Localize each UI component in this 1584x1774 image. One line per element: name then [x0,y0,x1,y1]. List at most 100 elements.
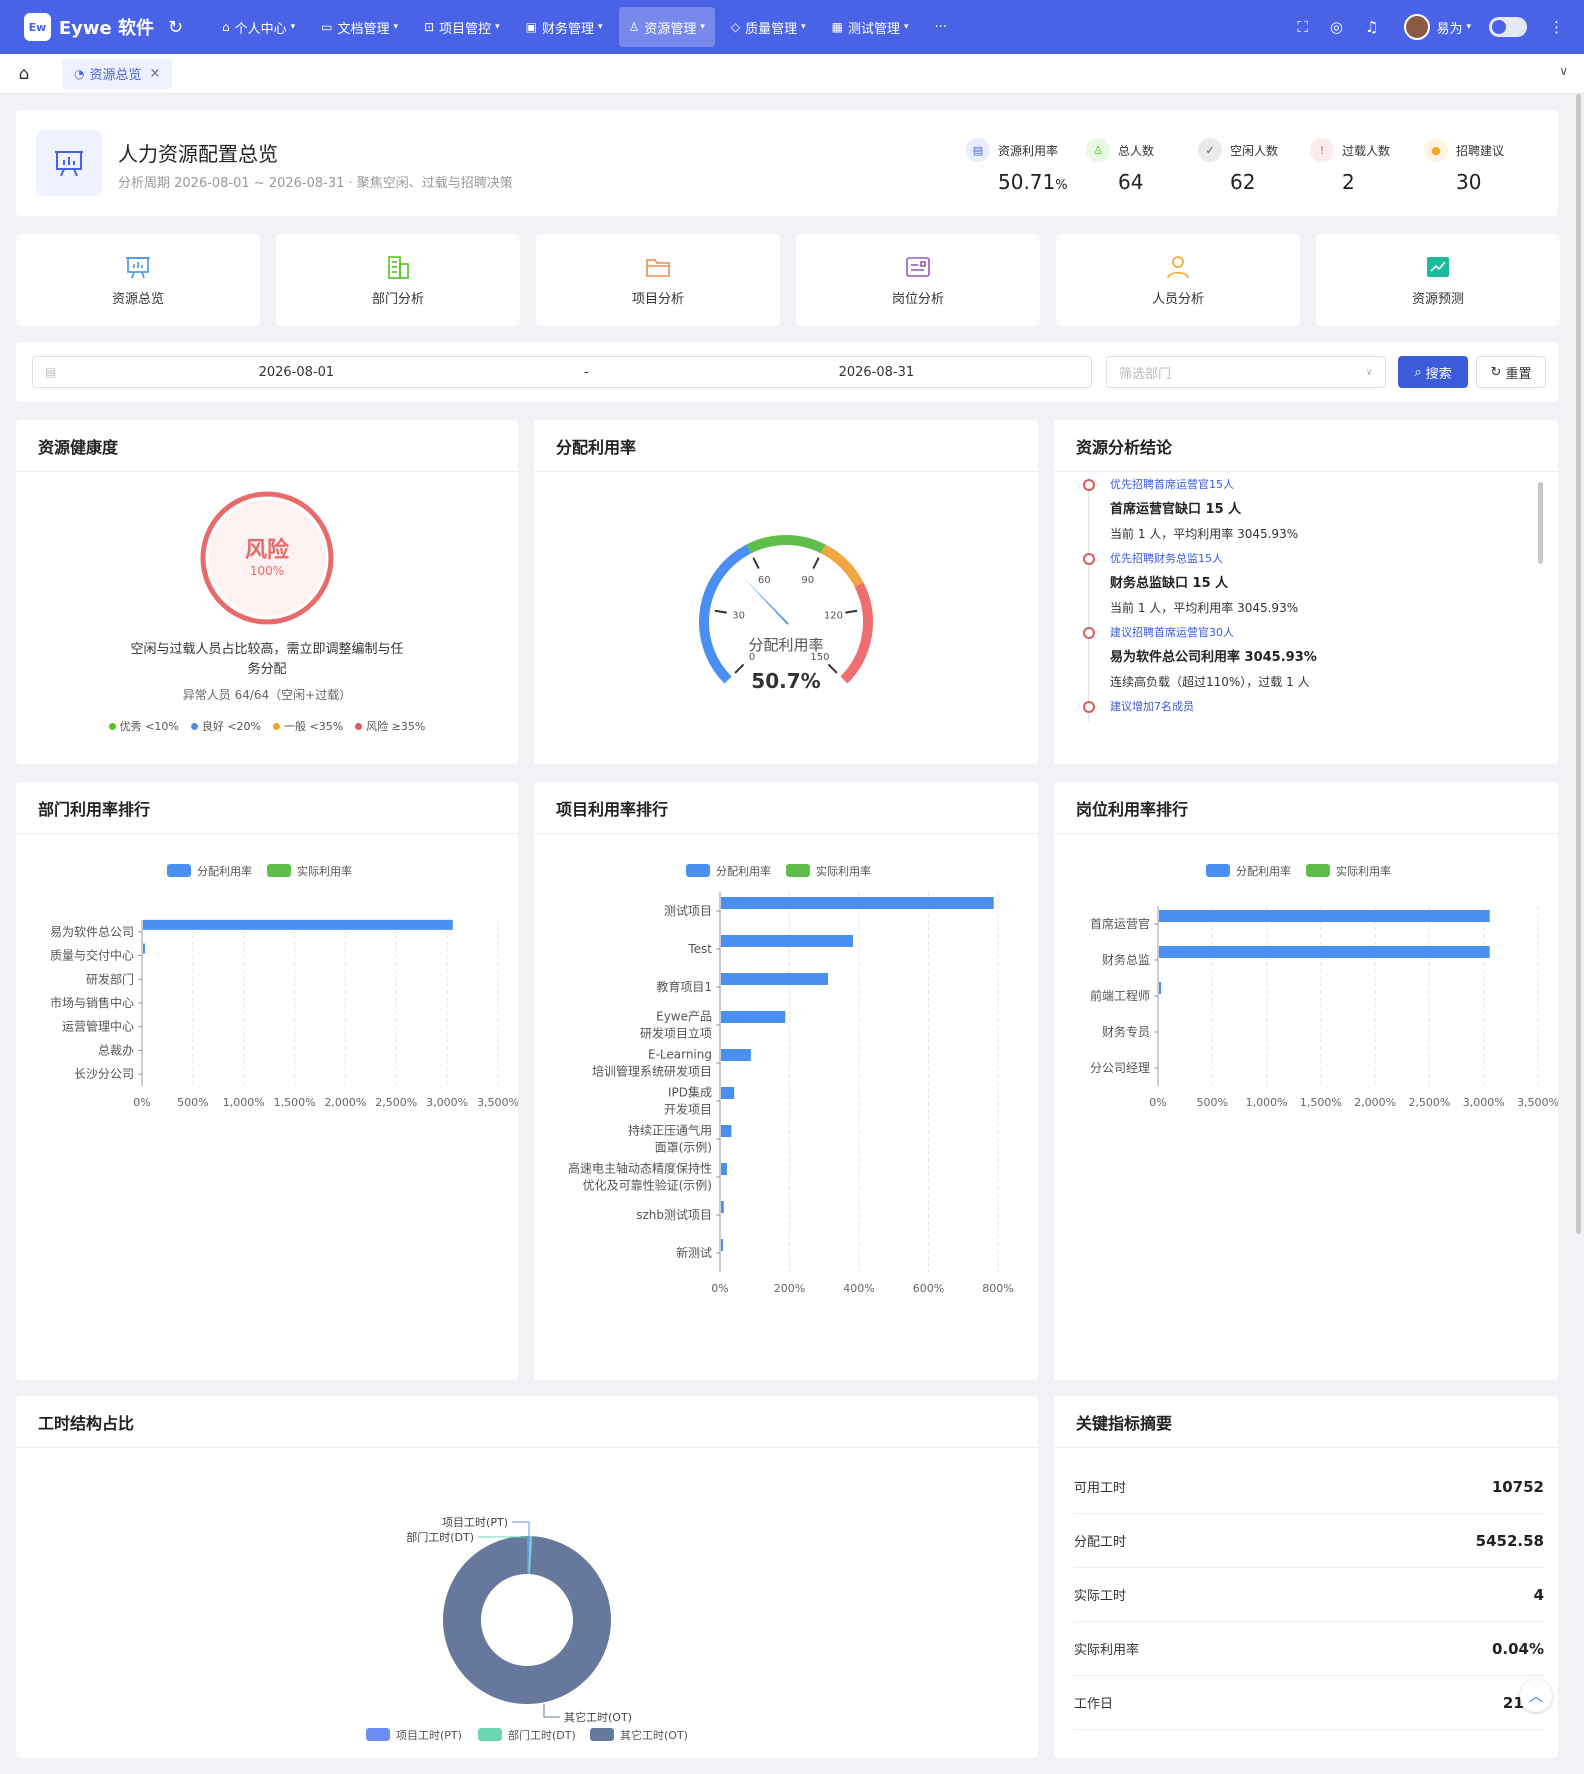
legend-label[interactable]: 其它工时(OT) [620,1728,688,1742]
legend-swatch[interactable] [1306,864,1330,877]
nav-more[interactable]: ··· [934,19,947,35]
legend-label[interactable]: 项目工时(PT) [396,1729,462,1742]
tab-resource-overview[interactable]: ◔ 资源总览 × [62,58,173,89]
conclusion-tag[interactable]: 建议增加7名成员 [1110,700,1194,713]
donut-slice[interactable] [527,1536,530,1575]
conclusion-list[interactable]: 优先招聘首席运营官15人 首席运营官缺口 15 人当前 1 人，平均利用率 304… [1070,476,1530,722]
legend-swatch[interactable] [267,864,291,877]
kpi-row: 实际利用率 0.04% [1074,1622,1544,1676]
bell-icon[interactable]: ♫ [1365,18,1379,36]
nav-item-resources[interactable]: ♙ 资源管理 ▾ [618,7,715,47]
health-ring [200,491,334,625]
quick-card-project[interactable]: 项目分析 [536,234,780,326]
gauge-tick-label: 0 [749,652,755,663]
bar-allocated[interactable] [721,935,854,947]
bar-allocated[interactable] [1159,946,1490,958]
bar-allocated[interactable] [721,1201,724,1213]
nav-item-testing[interactable]: ▦ 测试管理 ▾ [822,7,919,47]
stat-item: ▤ 资源利用率 50.71% [966,138,1068,194]
fullscreen-icon[interactable]: ⛶ [1297,18,1308,36]
nav-item-documents[interactable]: ▭ 文档管理 ▾ [311,7,408,47]
conclusion-scrollbar[interactable] [1538,482,1543,564]
project-icon: ⊡ [424,20,435,34]
bar-allocated[interactable] [721,1125,732,1137]
chevron-down-icon[interactable]: ▾ [1466,22,1471,32]
app-logo[interactable]: Ew Eywe 软件 [24,13,154,41]
chevron-down-icon[interactable]: ∨ [1559,64,1568,78]
conclusion-tag[interactable]: 优先招聘首席运营官15人 [1110,478,1234,491]
legend-label[interactable]: 分配利用率 [1236,864,1291,878]
bar-allocated[interactable] [721,1049,751,1061]
legend-label[interactable]: 实际利用率 [297,864,352,878]
quick-card-department[interactable]: 部门分析 [276,234,520,326]
legend-label[interactable]: 分配利用率 [716,864,771,878]
legend-label[interactable]: 实际利用率 [1336,864,1391,878]
language-icon[interactable]: ◎ [1329,18,1343,36]
bar-allocated[interactable] [1159,910,1490,922]
bar-allocated[interactable] [1159,982,1161,994]
nav-item-personal[interactable]: ⌂ 个人中心 ▾ [212,7,305,47]
nav-item-projects[interactable]: ⊡ 项目管控 ▾ [414,7,510,47]
filter-bar: ▤ 2026-08-01 - 2026-08-31 筛选部门 ∨ ⌕ 搜索 ↻ 重置 [16,342,1558,402]
legend-swatch[interactable] [786,864,810,877]
bar-allocated[interactable] [721,897,994,909]
stat-item: ● 招聘建议 30 [1424,138,1504,194]
close-icon[interactable]: × [149,66,161,81]
refresh-icon[interactable]: ↻ [168,16,184,38]
tab-label: 资源总览 [89,68,142,83]
nav-item-finance[interactable]: ▣ 财务管理 ▾ [516,7,613,47]
search-button[interactable]: ⌕ 搜索 [1398,356,1468,388]
chart-legend: 分配利用率 实际利用率 [167,864,352,878]
home-icon[interactable]: ⌂ [18,63,30,84]
avatar[interactable] [1404,14,1431,40]
timeline-dot [1083,701,1095,713]
conclusion-item[interactable]: 建议增加7名成员测试项目利用率 784.81%资源过载，交付风险上升 [1070,698,1530,722]
stat-unit: % [1055,178,1068,193]
slice-label: 其它工时(OT) [564,1710,632,1724]
legend-swatch[interactable] [1206,864,1230,877]
user-name[interactable]: 易为 [1436,21,1463,37]
quick-card-person[interactable]: 人员分析 [1056,234,1300,326]
bar-allocated[interactable] [721,1163,727,1175]
bar-allocated[interactable] [721,1239,723,1251]
donut-slice[interactable] [442,1536,611,1704]
start-date[interactable]: 2026-08-01 [258,364,335,380]
x-tick-label: 2,000% [324,1096,366,1109]
conclusion-item[interactable]: 建议招聘首席运营官30人 易为软件总公司利用率 3045.93% 连续高负载（超过1… [1070,624,1530,701]
legend-swatch[interactable] [686,864,710,877]
app-name: Eywe 软件 [58,18,154,39]
legend-label[interactable]: 分配利用率 [197,864,252,878]
conclusion-tag[interactable]: 优先招聘财务总监15人 [1110,552,1223,565]
more-vertical-icon[interactable]: ⋮ [1549,18,1564,36]
department-select[interactable]: 筛选部门 ∨ [1106,356,1386,388]
end-date[interactable]: 2026-08-31 [838,364,915,380]
bar-allocated[interactable] [721,1087,735,1099]
y-category-label: 长沙分公司 [74,1067,134,1081]
conclusion-tag[interactable]: 建议招聘首席运营官30人 [1110,626,1234,639]
conclusion-item[interactable]: 优先招聘财务总监15人 财务总监缺口 15 人当前 1 人，平均利用率 3045.… [1070,550,1530,627]
reset-button[interactable]: ↻ 重置 [1476,356,1546,388]
health-desc-1: 空闲与过载人员占比较高，需立即调整编制与任 [130,642,404,657]
reset-label: 重置 [1505,366,1532,382]
date-range-picker[interactable]: ▤ 2026-08-01 - 2026-08-31 [32,356,1092,388]
legend-label[interactable]: 部门工时(DT) [508,1728,576,1742]
donut-slice[interactable] [528,1536,533,1575]
legend-label[interactable]: 实际利用率 [816,864,871,878]
quick-card-forecast[interactable]: 资源预测 [1316,234,1560,326]
nav-item-quality[interactable]: ◇ 质量管理 ▾ [721,7,816,47]
bar-allocated[interactable] [721,973,829,985]
legend-swatch[interactable] [590,1728,614,1741]
bar-allocated[interactable] [143,919,453,930]
page-scrollbar[interactable] [1576,94,1581,1234]
bar-allocated[interactable] [721,1011,786,1023]
legend-swatch[interactable] [366,1728,390,1741]
card-title: 岗位利用率排行 [1054,782,1558,834]
legend-swatch[interactable] [478,1728,502,1741]
bar-allocated[interactable] [143,943,145,954]
quick-card-position[interactable]: 岗位分析 [796,234,1040,326]
conclusion-item[interactable]: 优先招聘首席运营官15人 首席运营官缺口 15 人当前 1 人，平均利用率 304… [1070,476,1530,553]
theme-toggle[interactable] [1489,17,1527,37]
quick-card-overview[interactable]: 资源总览 [16,234,260,326]
legend-swatch[interactable] [167,864,191,877]
back-to-top-button[interactable]: ︿ [1520,1680,1552,1712]
